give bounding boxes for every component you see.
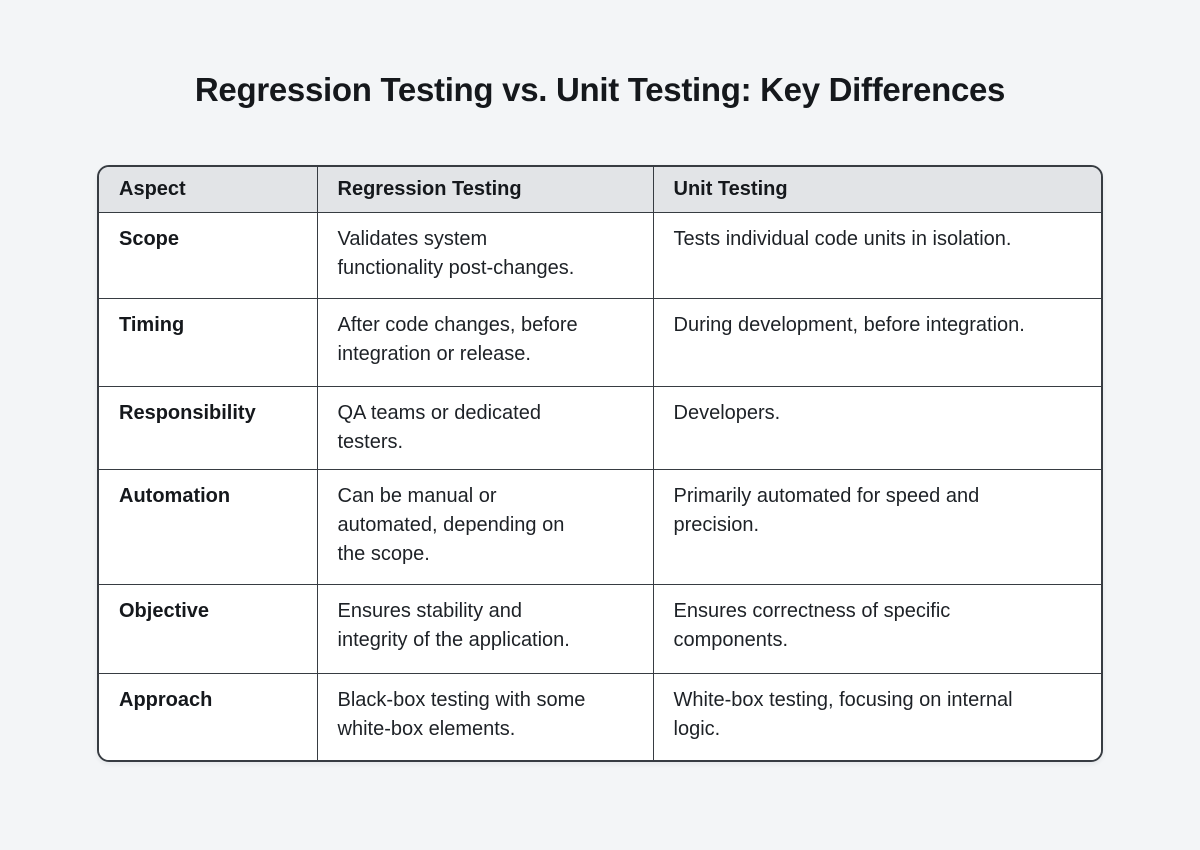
table-row: Timing After code changes, before integr… xyxy=(99,297,1101,387)
unit-cell: Tests individual code units in isolation… xyxy=(652,211,1101,299)
regression-cell: After code changes, before integration o… xyxy=(316,297,654,387)
table-row: Responsibility QA teams or dedicated tes… xyxy=(99,385,1101,470)
table-row: Scope Validates system functionality pos… xyxy=(99,211,1101,299)
unit-cell: Primarily automated for speed and precis… xyxy=(652,468,1101,585)
regression-cell: Validates system functionality post-chan… xyxy=(316,211,654,299)
aspect-cell: Responsibility xyxy=(99,385,318,470)
table-row: Approach Black-box testing with some whi… xyxy=(99,672,1101,760)
comparison-table-card: Aspect Regression Testing Unit Testing S… xyxy=(97,165,1103,762)
header-unit: Unit Testing xyxy=(652,167,1101,213)
regression-cell: Ensures stability and integrity of the a… xyxy=(316,583,654,674)
comparison-table: Aspect Regression Testing Unit Testing S… xyxy=(99,167,1101,760)
page-title: Regression Testing vs. Unit Testing: Key… xyxy=(194,71,1006,108)
aspect-cell: Objective xyxy=(99,583,318,674)
table-row: Objective Ensures stability and integrit… xyxy=(99,583,1101,674)
header-regression: Regression Testing xyxy=(316,167,654,213)
unit-cell: During development, before integration. xyxy=(652,297,1101,387)
table-header-row: Aspect Regression Testing Unit Testing xyxy=(99,167,1101,213)
regression-cell: Black-box testing with some white-box el… xyxy=(316,672,654,760)
aspect-cell: Timing xyxy=(99,297,318,387)
aspect-cell: Automation xyxy=(99,468,318,585)
table-row: Automation Can be manual or automated, d… xyxy=(99,468,1101,585)
aspect-cell: Scope xyxy=(99,211,318,299)
unit-cell: Ensures correctness of specific componen… xyxy=(652,583,1101,674)
unit-cell: Developers. xyxy=(652,385,1101,470)
regression-cell: QA teams or dedicated testers. xyxy=(316,385,654,470)
aspect-cell: Approach xyxy=(99,672,318,760)
regression-cell: Can be manual or automated, depending on… xyxy=(316,468,654,585)
unit-cell: White-box testing, focusing on internal … xyxy=(652,672,1101,760)
header-aspect: Aspect xyxy=(99,167,318,213)
